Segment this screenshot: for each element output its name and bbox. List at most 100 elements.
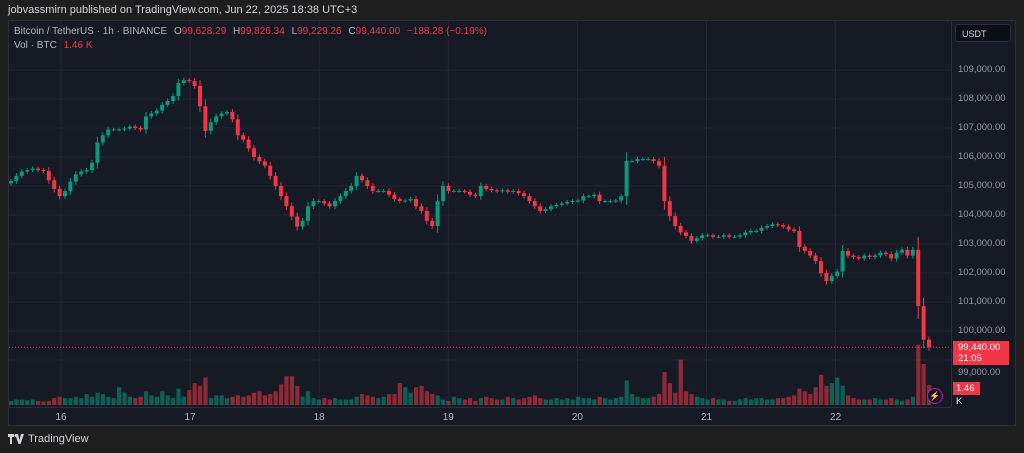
candle-body — [46, 170, 51, 181]
volume-bar — [349, 399, 354, 405]
volume-bar — [765, 399, 770, 405]
candle-body — [802, 246, 807, 251]
date-tick-label: 17 — [184, 412, 196, 423]
time-axis[interactable]: 16 17 18 19 20 21 22 — [9, 407, 951, 427]
volume-legend-label[interactable]: Vol · BTC — [14, 40, 57, 51]
candle-body — [462, 190, 467, 192]
volume-bar — [689, 394, 694, 405]
volume-bar — [257, 391, 262, 405]
volume-bar — [25, 400, 30, 405]
volume-bar — [203, 377, 208, 405]
candle-body — [813, 255, 818, 262]
candle-body — [327, 203, 332, 207]
candle-body — [862, 255, 867, 259]
volume-bar — [117, 387, 122, 405]
candle-body — [716, 236, 721, 238]
volume-bar — [538, 398, 543, 405]
high-value: 99,826.34 — [240, 26, 285, 37]
candle-body — [289, 206, 294, 217]
volume-bar — [473, 400, 478, 405]
volume-bar — [181, 396, 186, 405]
volume-bar — [403, 387, 408, 405]
volume-bar — [608, 399, 613, 405]
candle-body — [721, 235, 726, 237]
date-tick-label: 16 — [55, 412, 67, 423]
candle-body — [106, 129, 111, 136]
price-tick-label: 105,000.00 — [958, 180, 1006, 191]
volume-bar — [419, 385, 424, 405]
volume-bar — [910, 396, 915, 405]
volume-bar — [732, 400, 737, 405]
symbol-title[interactable]: Bitcoin / TetherUS · 1h · BINANCE — [14, 26, 168, 37]
candle-body — [171, 96, 175, 102]
volume-bar — [451, 396, 456, 405]
volume-bar — [111, 398, 116, 405]
volume-bar — [262, 395, 267, 405]
volume-bar — [300, 396, 305, 405]
candle-body — [154, 110, 159, 114]
chart-panel[interactable]: Bitcoin / TetherUS · 1h · BINANCE O99,62… — [8, 20, 1016, 426]
candle-body — [219, 113, 224, 117]
tradingview-logo: TradingView — [8, 433, 89, 445]
price-axis[interactable]: 109,000.00 108,000.00 107,000.00 106,000.00… — [951, 21, 1017, 407]
candle-body — [559, 203, 564, 205]
volume-bar — [95, 392, 100, 405]
candle-body — [225, 112, 229, 114]
candle-body — [667, 201, 672, 217]
currency-button[interactable]: USDT — [955, 24, 1011, 42]
candle-body — [819, 261, 823, 273]
volume-bar — [30, 399, 35, 405]
candle-body — [84, 170, 89, 172]
volume-bar — [792, 395, 797, 405]
candle-body — [867, 255, 872, 258]
candle-body — [856, 257, 861, 259]
volume-bar — [36, 400, 41, 405]
candle-body — [457, 190, 462, 192]
lightning-icon[interactable]: ⚡ — [927, 388, 943, 404]
volume-bar — [813, 387, 818, 405]
candle-body — [603, 201, 607, 203]
volume-bar — [667, 383, 672, 405]
volume-bar — [90, 396, 95, 405]
date-tick-label: 19 — [442, 412, 454, 423]
volume-bar — [678, 359, 683, 405]
volume-bar — [430, 394, 435, 405]
candle-body — [311, 201, 316, 207]
candle-body — [262, 161, 267, 166]
candle-body — [241, 135, 246, 140]
candle-body — [127, 126, 132, 129]
candle-body — [165, 101, 170, 105]
close-value: 99,440.00 — [355, 26, 401, 37]
volume-bar — [532, 395, 537, 405]
candle-body — [554, 204, 559, 207]
candle-body — [376, 190, 381, 192]
candle-body — [306, 206, 310, 221]
candle-body — [916, 249, 921, 307]
volume-bar — [673, 392, 678, 405]
volume-bar — [343, 399, 348, 405]
candle-body — [322, 201, 327, 204]
volume-bar — [592, 399, 597, 405]
high-label: H — [233, 26, 241, 37]
candle-body — [122, 128, 127, 130]
candle-body — [446, 186, 451, 191]
candle-body — [840, 250, 845, 272]
volume-bar — [57, 396, 62, 405]
candle-body — [79, 171, 84, 175]
volume-bar — [781, 398, 786, 405]
volume-bar — [581, 398, 586, 405]
candle-body — [786, 226, 791, 230]
volume-bar — [484, 396, 489, 405]
date-tick-label: 18 — [313, 412, 325, 423]
volume-bar — [711, 398, 716, 405]
candle-body — [279, 186, 283, 197]
candle-body — [354, 175, 359, 186]
volume-bar — [462, 399, 467, 405]
volume-bar — [743, 398, 748, 405]
volume-bar — [338, 399, 343, 405]
volume-bar — [559, 399, 564, 405]
volume-bar — [700, 398, 705, 405]
price-chart[interactable] — [9, 21, 951, 407]
candle-body — [300, 220, 305, 227]
candle-body — [381, 190, 386, 192]
